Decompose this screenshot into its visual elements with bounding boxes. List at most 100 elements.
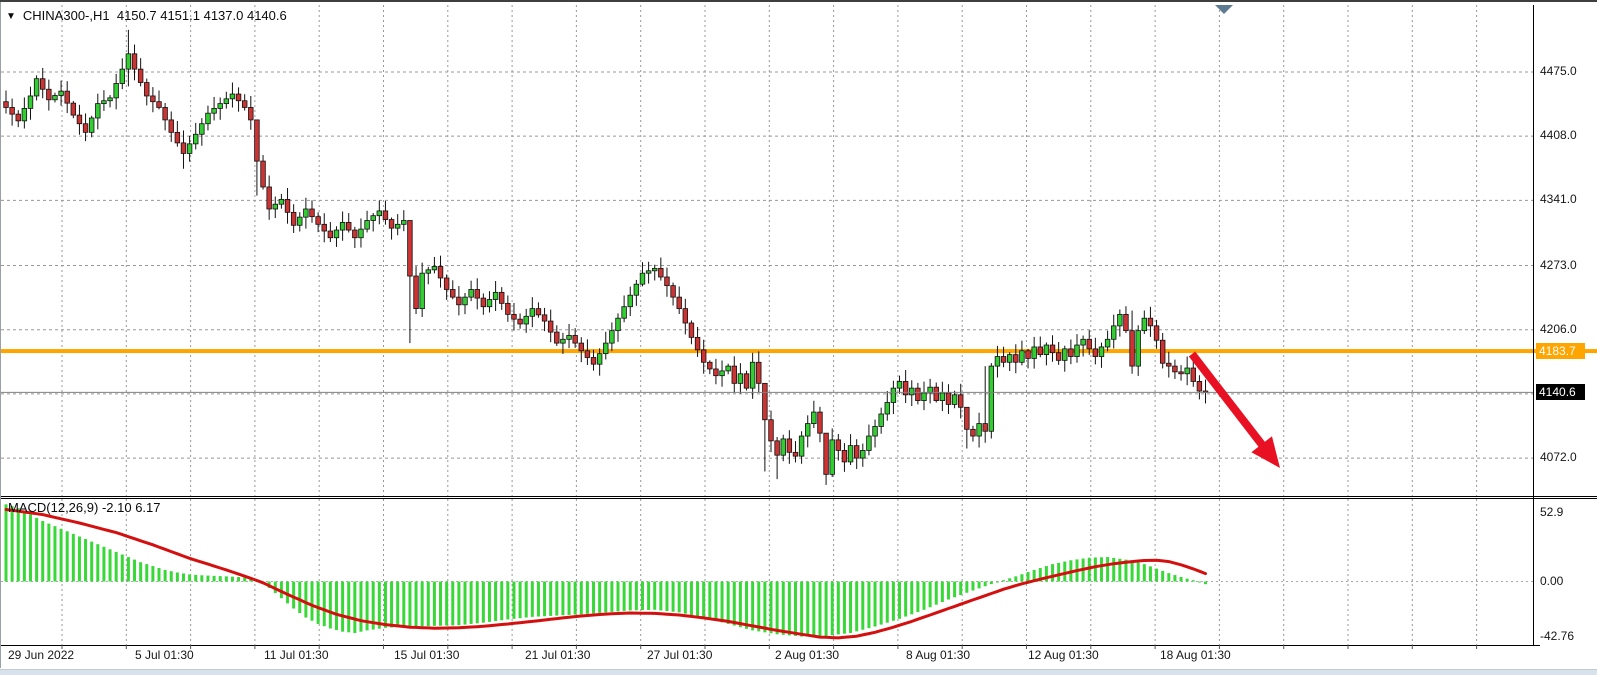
macd-histogram-bar	[573, 581, 577, 615]
candle-bullish	[645, 270, 652, 274]
candle-bearish	[933, 386, 939, 401]
candle-bullish	[639, 272, 646, 285]
macd-histogram-bar	[322, 581, 326, 627]
macd-histogram-bar	[139, 562, 143, 582]
macd-histogram-bar	[328, 581, 332, 629]
macd-histogram-bar	[549, 581, 553, 616]
candle-bearish	[174, 131, 181, 144]
candle-bearish	[254, 119, 260, 162]
macd-histogram-bar	[708, 581, 712, 620]
chart-shift-marker-icon[interactable]	[1215, 5, 1233, 14]
macd-histogram-bar	[353, 581, 357, 633]
macd-histogram-bar	[653, 581, 657, 610]
macd-histogram-bar	[4, 504, 8, 582]
macd-histogram-bar	[1020, 574, 1024, 582]
candle-bullish	[358, 228, 364, 239]
candle-bearish	[743, 373, 750, 389]
price-axis-label: 4408.0	[1540, 128, 1577, 143]
candle-bullish	[1062, 348, 1068, 361]
macd-histogram-bar	[310, 581, 314, 621]
candle-bullish	[223, 98, 230, 105]
macd-histogram-bar	[145, 564, 149, 582]
trend-arrow-shaft[interactable]	[1188, 351, 1267, 449]
macd-histogram-bar	[1136, 562, 1140, 582]
macd-histogram-bar	[212, 575, 216, 582]
candle-bullish	[878, 413, 884, 427]
macd-histogram-bar	[1008, 578, 1012, 582]
macd-histogram-bar	[298, 581, 302, 614]
candle-bearish	[499, 291, 505, 304]
macd-histogram-bar	[1191, 580, 1195, 582]
candle-bearish	[346, 222, 352, 231]
candle-bullish	[1043, 344, 1050, 356]
candle-bullish	[1031, 346, 1037, 359]
macd-histogram-bar	[487, 581, 491, 622]
macd-histogram-bar	[928, 581, 932, 608]
time-axis-label: 21 Jul 01:30	[525, 648, 591, 662]
candle-bearish	[1190, 367, 1196, 382]
horizontal-price-line[interactable]	[0, 349, 1597, 354]
macd-histogram-bar	[59, 528, 63, 582]
candle-bullish	[1135, 330, 1141, 367]
macd-histogram-bar	[114, 551, 118, 582]
macd-histogram-bar	[102, 546, 106, 582]
macd-histogram-bar	[1204, 581, 1208, 585]
macd-histogram-bar	[237, 576, 241, 582]
candle-bearish	[1129, 330, 1135, 367]
macd-histogram-bar	[604, 581, 608, 613]
candle-bullish	[401, 220, 407, 225]
macd-histogram-bar	[983, 581, 987, 587]
candle-bearish	[511, 313, 517, 320]
macd-histogram-bar	[995, 581, 999, 583]
macd-histogram-bar	[855, 581, 859, 632]
candle-bearish	[235, 93, 242, 102]
macd-histogram-bar	[1148, 566, 1152, 582]
candle-bearish	[480, 297, 487, 308]
time-axis-label: 11 Jul 01:30	[264, 648, 329, 662]
macd-histogram-bar	[769, 581, 773, 634]
macd-histogram-bar	[1130, 561, 1134, 582]
candle-bearish	[474, 289, 480, 299]
macd-histogram-bar	[506, 581, 510, 620]
candle-bullish	[719, 370, 725, 377]
candle-bearish	[3, 101, 9, 108]
macd-histogram-bar	[224, 576, 228, 582]
macd-histogram-bar	[1112, 557, 1116, 582]
candle-bullish	[609, 330, 615, 344]
candle-bullish	[798, 435, 805, 457]
macd-axis-label: 0.00	[1540, 573, 1564, 588]
macd-histogram-bar	[665, 581, 669, 612]
macd-signal-value: 6.17	[135, 500, 161, 515]
candle-bullish	[119, 68, 125, 84]
price-axis-label: 4072.0	[1540, 450, 1577, 465]
macd-histogram-bar	[365, 581, 369, 631]
macd-histogram-bar	[71, 533, 75, 582]
candle-bullish	[186, 143, 193, 154]
chevron-down-icon[interactable]: ▼	[6, 11, 16, 22]
candle-bullish	[994, 356, 1001, 367]
macd-histogram-bar	[286, 581, 290, 604]
macd-histogram-bar	[634, 581, 638, 611]
macd-histogram-bar	[916, 581, 920, 613]
candle-bearish	[137, 68, 144, 83]
macd-histogram-bar	[463, 581, 467, 625]
candle-bullish	[21, 108, 28, 122]
macd-histogram-bar	[849, 581, 853, 633]
candle-bearish	[590, 357, 597, 365]
macd-histogram-bar	[1106, 557, 1110, 582]
trend-arrow-head[interactable]	[1251, 436, 1280, 468]
macd-histogram-bar	[1167, 573, 1171, 582]
candle-bullish	[737, 373, 744, 384]
candle-bearish	[713, 368, 719, 377]
candle-bearish	[162, 107, 168, 121]
candle-bullish	[107, 97, 113, 102]
candle-bullish	[27, 95, 34, 109]
macd-histogram-bar	[1051, 564, 1055, 582]
candle-bullish	[927, 386, 933, 394]
macd-histogram-bar	[35, 517, 39, 582]
candle-bullish	[1141, 317, 1148, 332]
candle-bullish	[419, 272, 425, 310]
candle-bearish	[260, 160, 266, 188]
candle-bullish	[370, 215, 376, 221]
